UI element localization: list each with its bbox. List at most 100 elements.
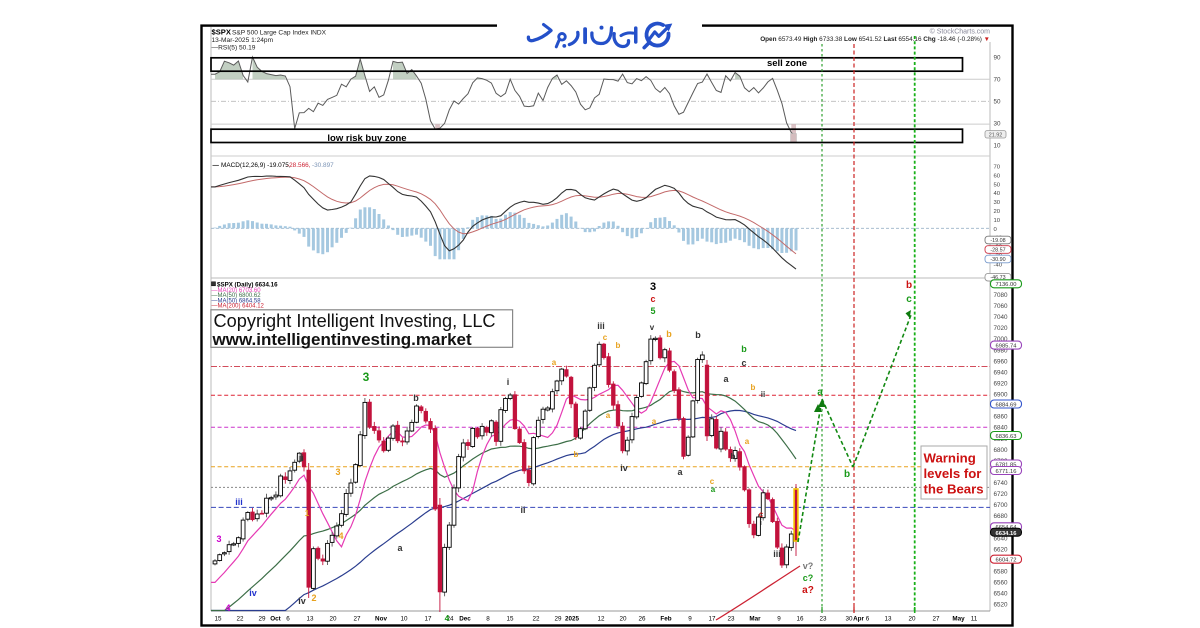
svg-text:-46.73: -46.73 <box>990 275 1005 281</box>
svg-text:9: 9 <box>777 616 781 623</box>
svg-text:6781.85: 6781.85 <box>996 462 1017 468</box>
svg-text:6980: 6980 <box>994 347 1009 354</box>
svg-text:7060: 7060 <box>994 303 1009 310</box>
svg-text:13-Mar-2025 1:24pm: 13-Mar-2025 1:24pm <box>212 37 274 44</box>
svg-text:MACD(12,26,9) -19.075,: MACD(12,26,9) -19.075, <box>221 162 291 169</box>
svg-text:5: 5 <box>650 306 655 316</box>
svg-text:iii: iii <box>597 321 605 331</box>
svg-text:20: 20 <box>619 616 627 623</box>
svg-text:Apr: Apr <box>853 616 864 623</box>
svg-text:iv: iv <box>620 463 628 473</box>
svg-text:27: 27 <box>932 616 940 623</box>
svg-text:10: 10 <box>994 142 1002 149</box>
svg-text:$SPX: $SPX <box>212 28 231 37</box>
svg-text:c: c <box>710 477 715 486</box>
svg-text:6680: 6680 <box>994 513 1009 520</box>
svg-text:6634.16: 6634.16 <box>996 531 1018 537</box>
svg-text:—RSI(5) 50.19: —RSI(5) 50.19 <box>212 45 256 52</box>
svg-text:iii: iii <box>773 549 781 559</box>
svg-text:a: a <box>397 543 403 553</box>
svg-text:b: b <box>616 341 621 350</box>
svg-text:6860: 6860 <box>994 414 1009 421</box>
svg-text:6580: 6580 <box>994 569 1009 576</box>
svg-text:S&P 500 Large Cap Index INDX: S&P 500 Large Cap Index INDX <box>232 30 327 37</box>
svg-text:—: — <box>213 162 220 169</box>
svg-text:iv: iv <box>298 596 306 606</box>
svg-text:2025: 2025 <box>565 616 580 623</box>
svg-text:6840: 6840 <box>994 425 1009 432</box>
svg-text:21.92: 21.92 <box>989 132 1003 138</box>
svg-text:c: c <box>741 358 746 368</box>
svg-text:6900: 6900 <box>994 392 1009 399</box>
svg-text:b: b <box>731 452 736 461</box>
svg-text:30: 30 <box>994 120 1002 127</box>
svg-text:23: 23 <box>727 616 735 623</box>
svg-text:11: 11 <box>971 616 978 623</box>
svg-text:the Bears: the Bears <box>924 482 984 497</box>
svg-text:40: 40 <box>994 191 1001 197</box>
svg-text:iii: iii <box>296 453 304 463</box>
svg-text:© StockCharts.com: © StockCharts.com <box>930 28 991 36</box>
svg-text:levels for: levels for <box>924 466 982 481</box>
svg-text:6884.69: 6884.69 <box>996 402 1017 408</box>
svg-text:7136.00: 7136.00 <box>996 282 1017 288</box>
svg-text:c: c <box>603 333 608 342</box>
svg-text:13: 13 <box>884 616 892 623</box>
svg-text:a: a <box>745 437 750 446</box>
svg-text:17: 17 <box>424 616 432 623</box>
svg-text:6640: 6640 <box>994 535 1009 542</box>
svg-text:70: 70 <box>994 76 1002 83</box>
svg-text:20: 20 <box>329 616 337 623</box>
svg-text:10: 10 <box>400 616 408 623</box>
svg-text:6: 6 <box>866 616 870 623</box>
svg-text:3: 3 <box>363 370 370 384</box>
svg-text:i: i <box>507 377 510 387</box>
svg-text:13: 13 <box>306 616 314 623</box>
svg-text:29: 29 <box>554 616 562 623</box>
svg-text:6540: 6540 <box>994 591 1009 598</box>
svg-text:-19.08: -19.08 <box>990 238 1005 244</box>
svg-text:20: 20 <box>908 616 916 623</box>
svg-text:v: v <box>650 323 655 332</box>
svg-text:4: 4 <box>338 531 343 541</box>
svg-text:May: May <box>952 616 965 623</box>
svg-text:90: 90 <box>994 54 1002 61</box>
svg-text:50: 50 <box>994 98 1002 105</box>
svg-text:9: 9 <box>688 616 692 623</box>
svg-text:a: a <box>606 411 611 420</box>
svg-text:b: b <box>574 450 579 459</box>
svg-text:7080: 7080 <box>994 292 1009 299</box>
svg-text:—MA(20) 6703.60: —MA(20) 6703.60 <box>212 288 262 294</box>
svg-text:Open 6573.49 High 6733.38 Low: Open 6573.49 High 6733.38 Low 6541.52 La… <box>760 36 990 43</box>
svg-text:6604.72: 6604.72 <box>996 558 1017 564</box>
svg-text:Feb: Feb <box>660 616 671 623</box>
svg-text:6700: 6700 <box>994 502 1009 509</box>
svg-text:24: 24 <box>446 616 454 623</box>
svg-text:4: 4 <box>225 603 230 613</box>
svg-text:1: 1 <box>305 509 310 518</box>
svg-text:70: 70 <box>994 165 1001 171</box>
svg-text:6920: 6920 <box>994 381 1009 388</box>
svg-text:60: 60 <box>994 173 1001 179</box>
svg-text:—MA(50) 6864.58: —MA(50) 6864.58 <box>212 298 262 304</box>
svg-text:6720: 6720 <box>994 491 1009 498</box>
svg-text:a: a <box>723 374 729 384</box>
svg-text:Dec: Dec <box>459 616 471 623</box>
svg-text:a: a <box>552 358 557 367</box>
svg-text:23: 23 <box>819 616 827 623</box>
svg-text:b: b <box>695 330 701 340</box>
svg-text:$SPX (Daily) 6634.16: $SPX (Daily) 6634.16 <box>217 282 278 289</box>
svg-text:29: 29 <box>258 616 266 623</box>
svg-text:www.intelligentinvesting.marke: www.intelligentinvesting.market <box>212 330 472 349</box>
svg-text:a: a <box>817 387 823 398</box>
svg-text:sell zone: sell zone <box>767 58 807 69</box>
svg-text:6985.74: 6985.74 <box>996 344 1018 350</box>
svg-text:50: 50 <box>994 182 1001 188</box>
svg-text:Oct: Oct <box>270 616 281 623</box>
svg-text:6960: 6960 <box>994 358 1009 365</box>
svg-text:c: c <box>906 294 912 305</box>
svg-text:6520: 6520 <box>994 602 1009 609</box>
svg-text:6560: 6560 <box>994 580 1009 587</box>
svg-text:v?: v? <box>803 561 814 571</box>
svg-text:16: 16 <box>796 616 804 623</box>
